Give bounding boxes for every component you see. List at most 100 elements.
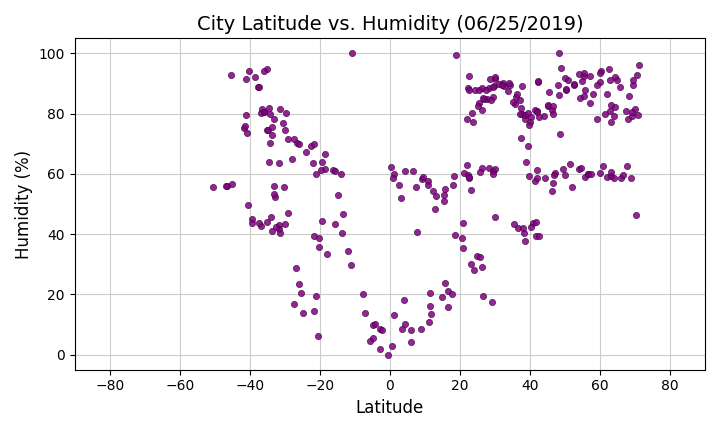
Point <box>309 141 320 148</box>
Point <box>424 289 436 296</box>
Point <box>386 164 397 171</box>
Point <box>527 219 539 226</box>
Point <box>560 86 572 93</box>
Point <box>615 175 626 181</box>
Point <box>423 318 434 325</box>
Point <box>282 136 293 143</box>
Point <box>463 87 474 94</box>
Point <box>477 107 488 114</box>
Point <box>243 202 254 209</box>
Point <box>561 86 572 92</box>
Point <box>568 81 580 88</box>
Point <box>462 115 473 122</box>
Point <box>490 166 501 173</box>
Point <box>291 139 302 146</box>
Point <box>430 193 441 200</box>
Point <box>594 169 606 176</box>
Point <box>436 294 448 301</box>
Point <box>553 50 564 57</box>
Point <box>316 158 328 165</box>
Point <box>504 81 516 88</box>
Point <box>274 221 285 228</box>
Point <box>516 105 527 111</box>
Point <box>457 245 469 251</box>
Point <box>415 326 427 333</box>
Point <box>601 91 613 98</box>
Point <box>310 170 321 177</box>
Point <box>273 226 284 232</box>
Point <box>467 109 478 116</box>
Point <box>439 185 451 192</box>
Point <box>632 112 644 119</box>
Point <box>546 106 557 113</box>
Point <box>438 280 450 287</box>
Point <box>405 338 417 345</box>
Point <box>487 170 498 177</box>
Point <box>484 165 495 172</box>
Point <box>342 247 354 254</box>
Point <box>623 93 634 100</box>
Point <box>557 166 568 173</box>
Point <box>465 261 477 268</box>
Point <box>473 86 485 93</box>
Point <box>266 131 278 138</box>
Point <box>611 76 622 83</box>
Point <box>531 174 543 181</box>
Point <box>489 74 500 81</box>
Point <box>374 326 385 333</box>
Point <box>539 113 550 120</box>
Point <box>548 172 559 178</box>
Point <box>543 102 554 109</box>
Point <box>316 217 328 224</box>
Point <box>477 293 489 300</box>
Point <box>255 110 266 117</box>
Point <box>503 79 515 86</box>
Point <box>449 232 461 238</box>
Point <box>463 175 474 182</box>
Point <box>516 135 527 142</box>
Point <box>587 91 598 98</box>
Point <box>523 172 534 179</box>
Point <box>614 84 626 91</box>
Point <box>548 110 559 117</box>
Point <box>336 171 347 178</box>
Point <box>531 108 543 114</box>
Point <box>374 346 386 353</box>
Point <box>477 263 488 270</box>
Point <box>629 106 641 113</box>
Point <box>443 288 454 295</box>
Point <box>580 86 591 93</box>
Point <box>446 290 458 297</box>
Point <box>585 171 597 178</box>
Point <box>295 289 307 296</box>
Point <box>269 116 280 123</box>
Point <box>476 164 487 171</box>
Point <box>608 175 620 182</box>
Point <box>605 169 616 176</box>
Point <box>493 80 505 87</box>
Point <box>534 232 545 239</box>
Point <box>297 310 309 317</box>
Point <box>486 299 498 305</box>
Point <box>554 130 566 137</box>
Point <box>605 107 616 114</box>
Point <box>522 110 534 117</box>
Point <box>457 219 469 226</box>
Point <box>543 102 554 108</box>
Point <box>369 320 381 327</box>
Point <box>523 121 535 128</box>
Point <box>601 174 613 181</box>
Point <box>547 179 559 186</box>
Point <box>264 111 276 118</box>
Point <box>337 210 348 217</box>
Point <box>400 321 411 328</box>
Point <box>246 216 258 223</box>
Point <box>387 343 398 350</box>
Point <box>274 106 286 113</box>
Point <box>274 229 286 236</box>
Point <box>310 292 322 299</box>
Point <box>277 119 289 126</box>
Point <box>622 115 634 122</box>
Point <box>346 50 358 57</box>
Point <box>514 111 526 118</box>
